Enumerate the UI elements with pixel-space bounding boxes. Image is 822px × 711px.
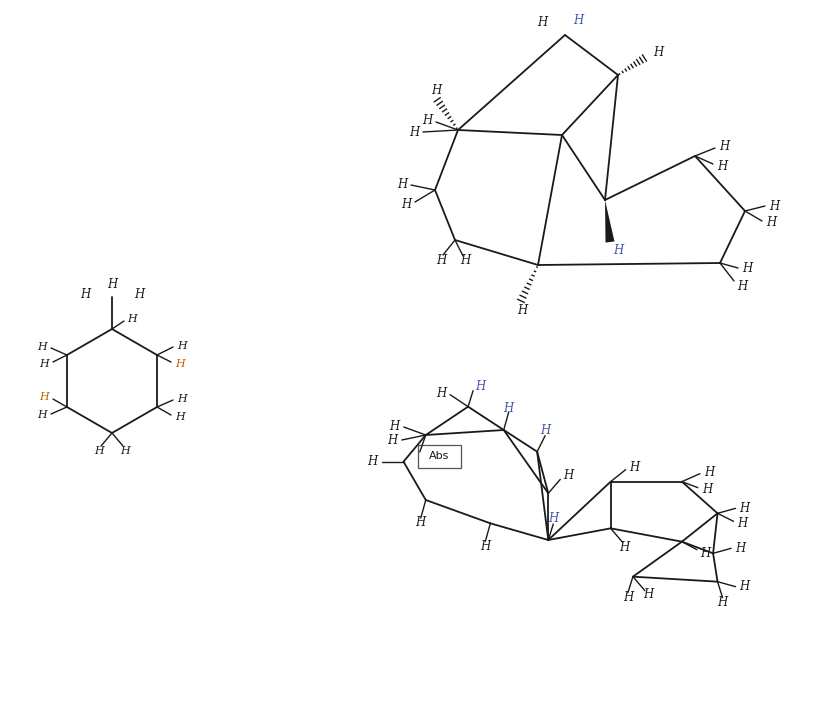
Text: H: H <box>459 255 470 267</box>
Text: H: H <box>643 588 653 602</box>
Text: H: H <box>436 387 446 400</box>
Text: H: H <box>737 279 747 292</box>
Text: H: H <box>475 380 485 393</box>
Text: H: H <box>422 114 432 127</box>
Text: H: H <box>401 198 411 210</box>
Text: H: H <box>702 483 712 496</box>
Text: H: H <box>175 412 185 422</box>
Text: H: H <box>769 200 779 213</box>
Text: H: H <box>737 517 748 530</box>
Text: Abs: Abs <box>428 451 449 461</box>
Text: H: H <box>39 359 49 369</box>
Text: H: H <box>39 392 49 402</box>
Text: H: H <box>416 516 426 530</box>
Text: H: H <box>80 289 90 301</box>
Text: H: H <box>397 178 407 191</box>
Text: H: H <box>704 466 714 479</box>
Text: H: H <box>766 217 776 230</box>
Text: H: H <box>107 277 117 291</box>
Text: H: H <box>177 341 187 351</box>
FancyBboxPatch shape <box>418 444 461 468</box>
Text: H: H <box>120 446 130 456</box>
Text: H: H <box>630 461 640 474</box>
Text: H: H <box>177 394 187 404</box>
Text: H: H <box>367 455 377 468</box>
Text: H: H <box>719 141 729 154</box>
Text: H: H <box>175 359 185 369</box>
Text: H: H <box>480 540 491 553</box>
Text: H: H <box>620 541 630 554</box>
Text: H: H <box>387 434 398 447</box>
Text: H: H <box>134 289 144 301</box>
Text: H: H <box>742 262 752 274</box>
Text: H: H <box>740 580 750 593</box>
Text: H: H <box>718 596 727 609</box>
Text: H: H <box>37 342 47 352</box>
Text: H: H <box>540 424 550 437</box>
Text: H: H <box>548 513 558 525</box>
Text: H: H <box>740 502 750 515</box>
Text: H: H <box>431 83 441 97</box>
Text: H: H <box>127 314 136 324</box>
Text: H: H <box>717 159 727 173</box>
Polygon shape <box>605 200 615 242</box>
Text: H: H <box>700 547 710 560</box>
Text: H: H <box>573 14 584 26</box>
Text: H: H <box>563 469 574 482</box>
Text: H: H <box>735 542 746 555</box>
Text: H: H <box>653 46 663 60</box>
Text: H: H <box>504 402 514 415</box>
Text: H: H <box>409 126 419 139</box>
Text: H: H <box>517 304 527 316</box>
Text: H: H <box>390 419 399 432</box>
Text: H: H <box>95 446 104 456</box>
Text: H: H <box>537 16 547 29</box>
Text: H: H <box>613 243 623 257</box>
Text: H: H <box>623 591 633 604</box>
Text: H: H <box>436 254 446 267</box>
Text: H: H <box>37 410 47 420</box>
